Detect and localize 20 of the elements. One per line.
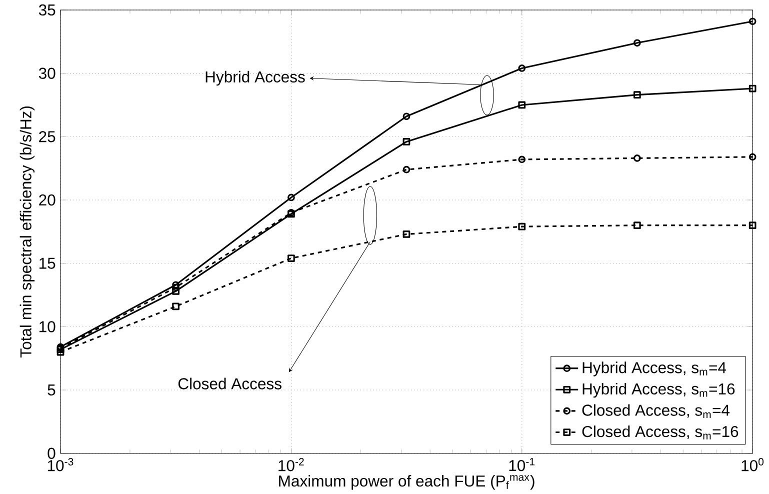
x-tick-label: 10$^{-1}$ — [509, 458, 535, 472]
y-tick-label: 25 — [39, 131, 56, 142]
y-tick-label: 5 — [48, 384, 56, 396]
y-axis-title: Total min spectral efficiency (b/s/Hz) — [20, 106, 35, 358]
y-tick-label: 10 — [40, 321, 56, 332]
x-tick-label: 10$^{-3}$ — [48, 458, 74, 472]
legend-label: Hybrid Access, s$_{m}$=16 — [582, 382, 735, 398]
y-tick-label: 0 — [48, 448, 56, 459]
legend-label: Hybrid Access, s$_{m}$=4 — [582, 362, 726, 376]
annotation: Closed Access — [178, 378, 282, 390]
annotation: Hybrid Access — [206, 70, 305, 86]
legend-label: Closed Access, s$_{m}$=4 — [582, 404, 730, 418]
y-tick-label: 30 — [38, 68, 56, 79]
x-tick-label: 10$^{-2}$ — [278, 458, 304, 472]
y-tick-label: 15 — [40, 258, 56, 269]
y-tick-label: 35 — [38, 4, 56, 16]
y-tick-label: 20 — [39, 194, 56, 206]
x-axis-title: Maximum power of each FUE (P$_{f}$$^{max}$) — [279, 474, 534, 490]
legend-label: Closed Access, s$_{m}$=16 — [582, 426, 738, 440]
x-tick-label: 10$^{0}$ — [742, 458, 764, 472]
